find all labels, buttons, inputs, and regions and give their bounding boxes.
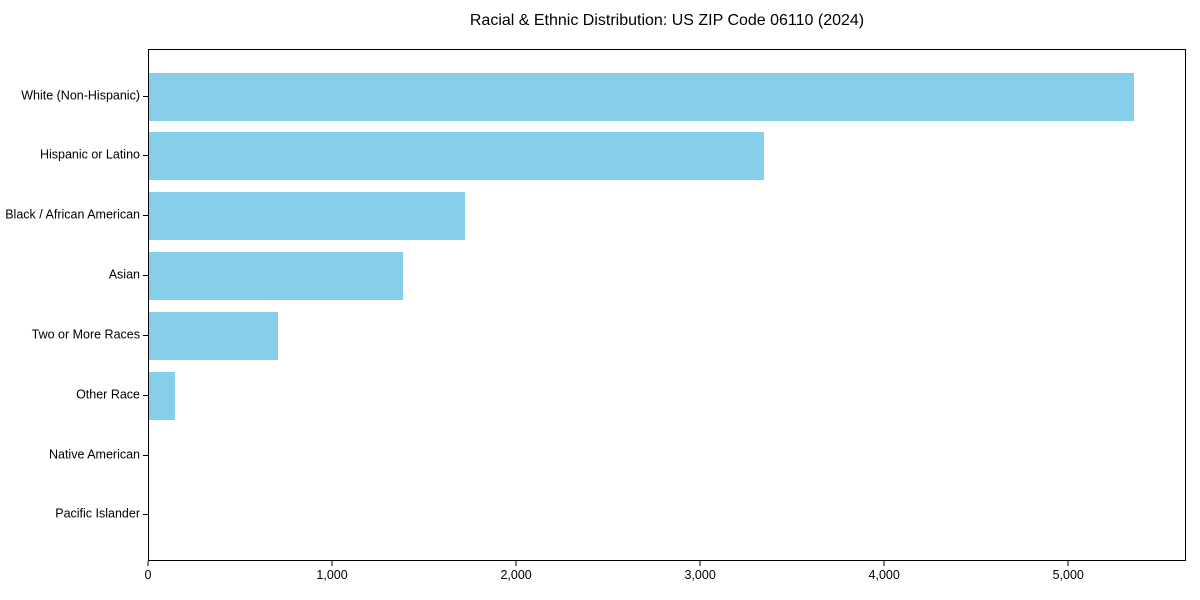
- plot-area: [148, 49, 1186, 561]
- x-axis-labels: 0 1,000 2,000 3,000 4,000 5,000: [144, 568, 1186, 584]
- y-tick-label-other-race: Other Race: [76, 387, 140, 402]
- y-tick-mark: [143, 514, 148, 516]
- y-tick-label-two-or-more-races: Two or More Races: [31, 327, 140, 342]
- y-tick-label-native-american: Native American: [48, 447, 140, 462]
- y-tick-mark: [143, 275, 148, 277]
- x-tick-label-1000: 1,000: [316, 568, 348, 582]
- x-tick-mark: [331, 561, 333, 566]
- bar-two-or-more-races: [149, 311, 278, 360]
- x-tick-label-2000: 2,000: [500, 568, 532, 582]
- x-tick-mark: [1067, 561, 1069, 566]
- y-axis-ticks: [143, 49, 148, 561]
- y-tick-mark: [143, 155, 148, 157]
- y-tick-mark: [143, 215, 148, 217]
- y-tick-label-pacific-islander: Pacific Islander: [55, 506, 140, 521]
- y-tick-mark: [143, 95, 148, 97]
- y-tick-label-asian: Asian: [108, 267, 140, 282]
- x-tick-label-5000: 5,000: [1052, 568, 1084, 582]
- x-tick-mark: [883, 561, 885, 566]
- y-tick-mark: [143, 394, 148, 396]
- bar-hispanic-or-latino: [149, 132, 765, 181]
- y-tick-label-white-non-hispanic: White (Non-Hispanic): [21, 88, 140, 103]
- x-tick-mark: [147, 561, 149, 566]
- bar-asian: [149, 252, 404, 301]
- chart-title: Racial & Ethnic Distribution: US ZIP Cod…: [469, 12, 865, 29]
- y-tick-mark: [143, 454, 148, 456]
- y-tick-label-black-african-american: Black / African American: [5, 207, 140, 222]
- x-tick-label-3000: 3,000: [684, 568, 716, 582]
- y-tick-label-hispanic-or-latino: Hispanic or Latino: [39, 147, 140, 162]
- bar-other-race: [149, 371, 175, 420]
- y-tick-mark: [143, 334, 148, 336]
- bar-white-non-hispanic: [149, 72, 1134, 121]
- x-tick-mark: [699, 561, 701, 566]
- bar-black-african-american: [149, 192, 465, 241]
- x-axis-ticks: [147, 561, 1186, 566]
- y-axis-labels: White (Non-Hispanic) Hispanic or Latino Bl…: [0, 49, 140, 561]
- x-tick-mark: [515, 561, 517, 566]
- x-tick-label-4000: 4,000: [868, 568, 900, 582]
- x-tick-label-0: 0: [144, 568, 152, 582]
